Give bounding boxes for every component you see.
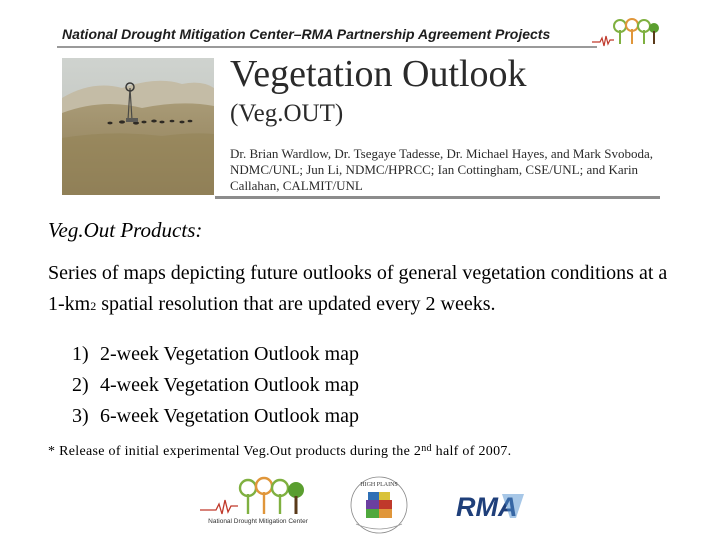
list-number: 1) xyxy=(72,343,89,365)
products-description: Series of maps depicting future outlooks… xyxy=(48,258,678,320)
banner-title: Vegetation Outlook xyxy=(230,53,527,95)
list-number: 2) xyxy=(72,374,89,396)
banner-rule xyxy=(215,196,660,199)
header-bar: National Drought Mitigation Center–RMA P… xyxy=(57,18,659,48)
list-item: 1) 2-week Vegetation Outlook map xyxy=(72,339,359,370)
description-superscript: 2 xyxy=(90,299,97,313)
list-item: 2) 4-week Vegetation Outlook map xyxy=(72,370,359,401)
rangeland-photo xyxy=(62,58,214,195)
high-plains-logo-text: HIGH PLAINS xyxy=(360,482,398,488)
section-heading: Veg.Out Products: xyxy=(48,218,203,242)
header-rule xyxy=(57,46,597,48)
description-text: Series of maps depicting future outlooks… xyxy=(48,262,668,315)
list-item: 3) 6-week Vegetation Outlook map xyxy=(72,401,359,432)
rma-logo: RMA xyxy=(456,492,524,522)
footnote-text: * Release of initial experimental Veg.Ou… xyxy=(48,444,422,459)
description-text-end: spatial resolution that are updated ever… xyxy=(96,293,496,315)
footnote-superscript: nd xyxy=(421,443,432,454)
products-list: 1) 2-week Vegetation Outlook map 2) 4-week… xyxy=(72,339,359,432)
header-title: National Drought Mitigation Center–RMA P… xyxy=(62,26,551,42)
footnote-text-end: half of 2007. xyxy=(431,444,512,459)
ndmc-trees-logo-icon xyxy=(592,18,659,47)
ndmc-logo: National Drought Mitigation Center xyxy=(192,476,324,530)
list-label: 4-week Vegetation Outlook map xyxy=(100,374,360,396)
list-label: 2-week Vegetation Outlook map xyxy=(100,343,360,365)
ndmc-trees-icon xyxy=(200,476,304,515)
list-label: 6-week Vegetation Outlook map xyxy=(100,405,360,427)
ndmc-logo-text: National Drought Mitigation Center xyxy=(208,518,308,525)
footnote: * Release of initial experimental Veg.Ou… xyxy=(48,443,512,460)
list-number: 3) xyxy=(72,405,89,427)
banner-authors: Dr. Brian Wardlow, Dr. Tsegaye Tadesse, … xyxy=(230,146,654,193)
banner-subtitle: (Veg.OUT) xyxy=(230,100,344,127)
high-plains-logo: HIGH PLAINS xyxy=(350,476,408,534)
